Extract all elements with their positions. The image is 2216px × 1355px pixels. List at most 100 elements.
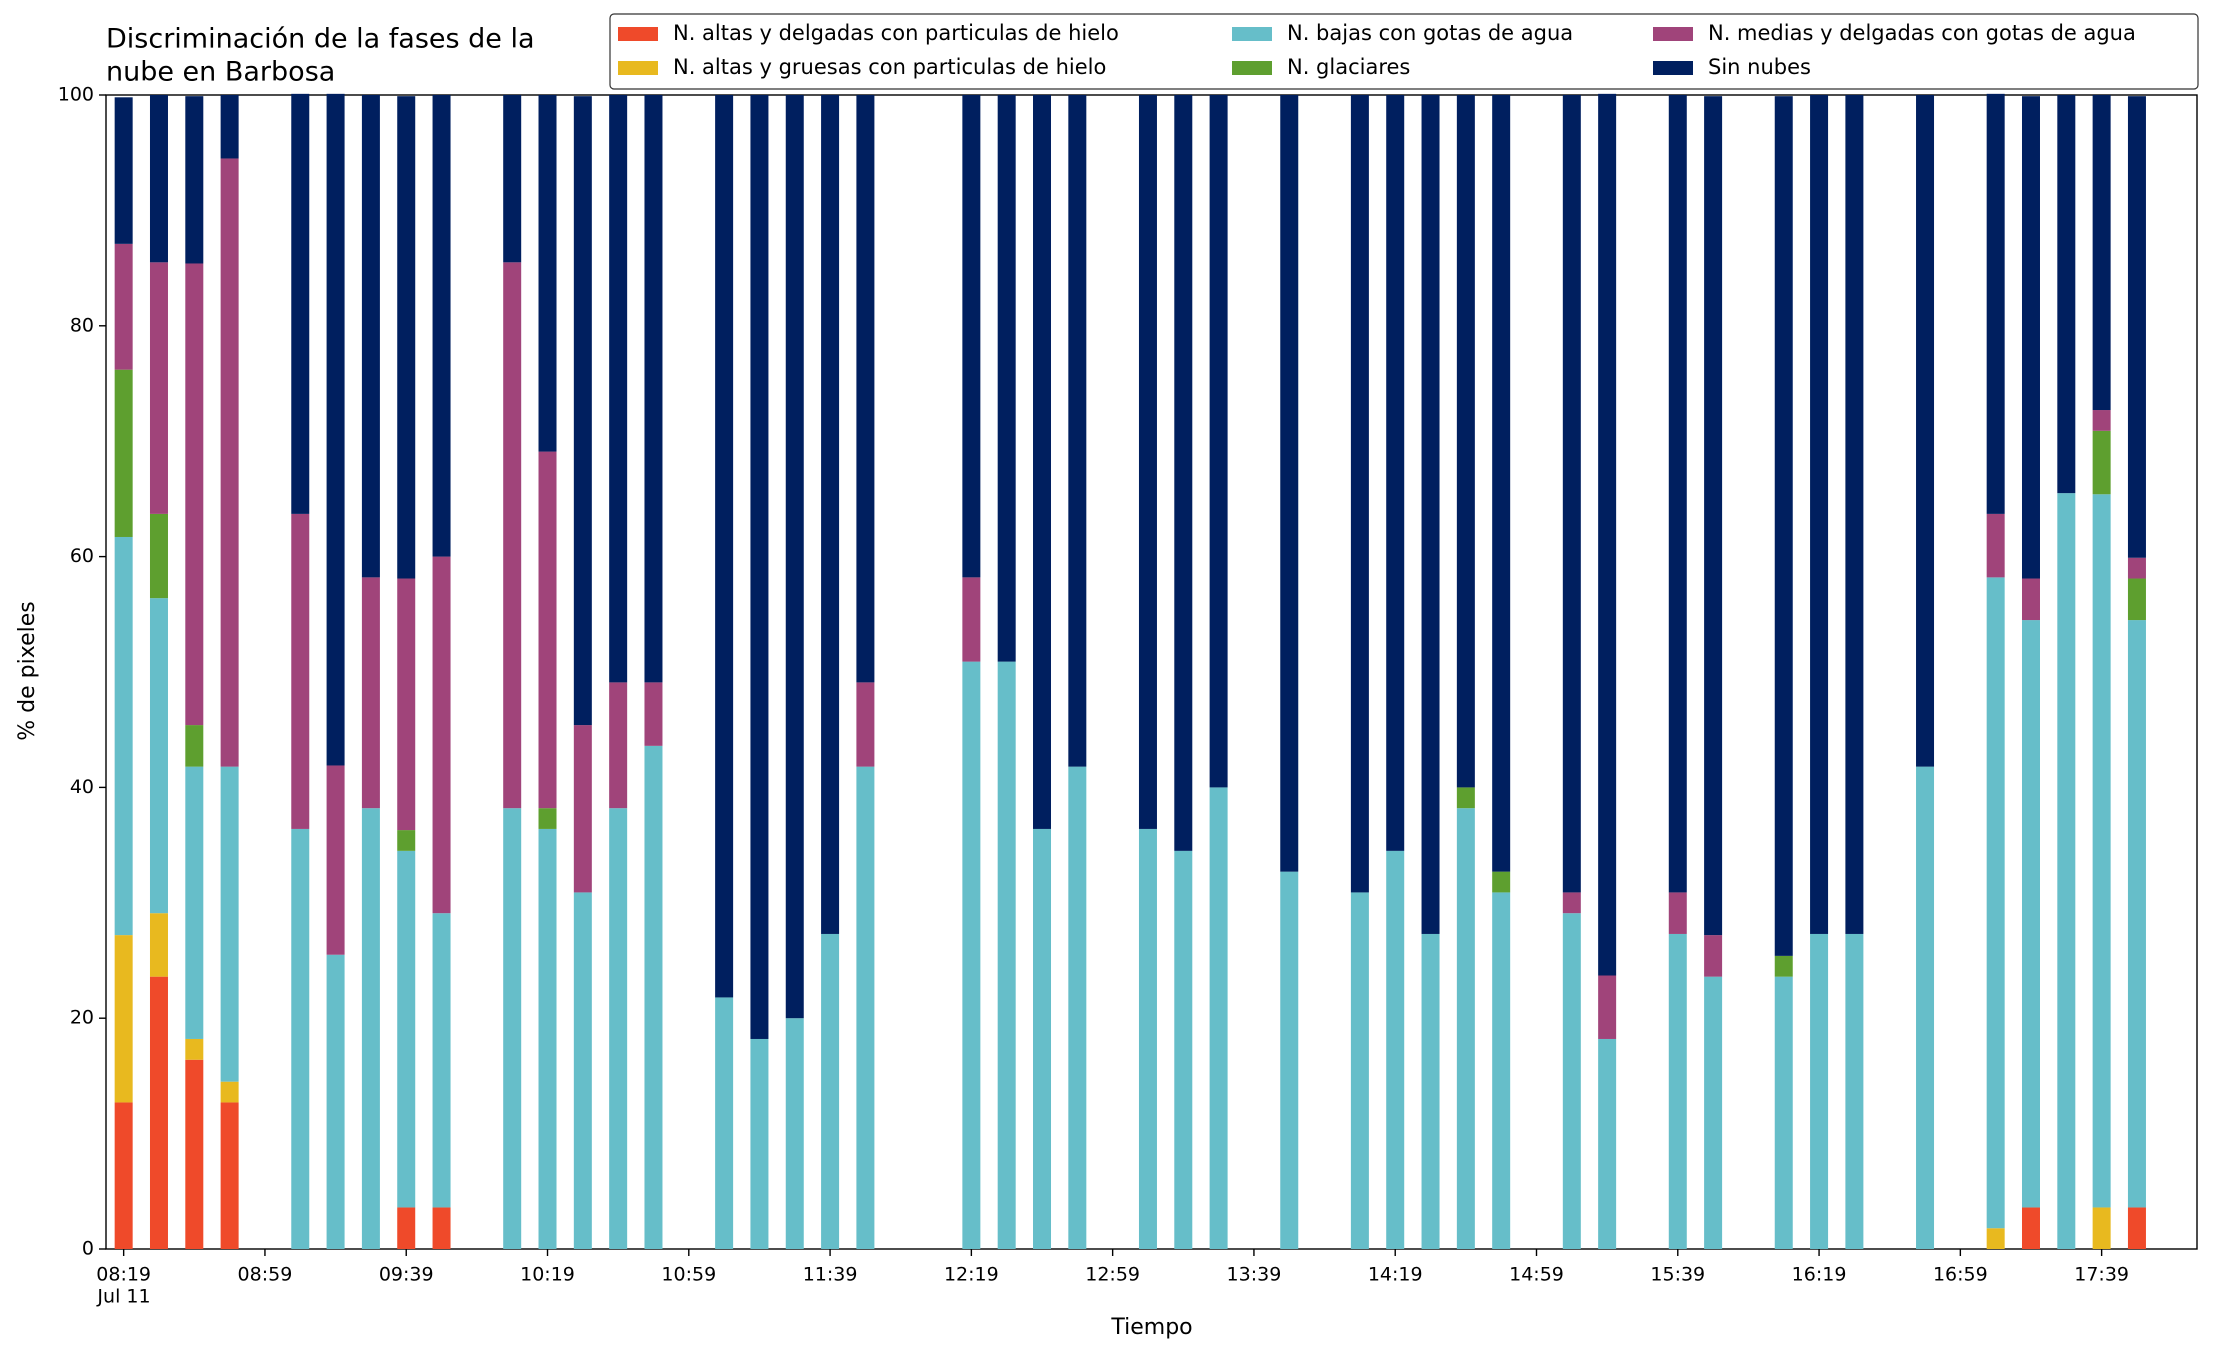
bar-segment	[220, 766, 239, 1082]
legend-swatch	[618, 61, 658, 75]
bar-segment	[1598, 93, 1617, 976]
y-tick-label: 60	[70, 545, 94, 567]
bar-segment	[785, 1018, 804, 1249]
bar-segment	[185, 1038, 204, 1060]
bar-segment	[2021, 96, 2040, 579]
bar-segment	[149, 913, 168, 977]
bar-segment	[1562, 913, 1581, 1249]
bar-segment	[1704, 976, 1723, 1249]
y-tick-label: 80	[70, 314, 94, 336]
bar-segment	[185, 1059, 204, 1249]
bar-segment	[644, 745, 663, 1249]
bar-segment	[1421, 933, 1440, 1249]
bar-segment	[538, 808, 557, 829]
bar-segment	[432, 913, 451, 1208]
bar-segment	[1774, 955, 1793, 977]
bar-segment	[1845, 933, 1864, 1249]
bar-segment	[432, 556, 451, 914]
bar-segment	[1562, 95, 1581, 893]
bar-segment	[538, 451, 557, 809]
legend-swatch	[1653, 61, 1693, 75]
bar-segment	[1986, 1228, 2005, 1249]
bar-segment	[114, 243, 133, 370]
y-axis-label: % de pixeles	[15, 601, 40, 740]
bar-segment	[432, 95, 451, 557]
x-tick-label: 09:39	[379, 1264, 434, 1286]
bar-segment	[503, 808, 522, 1249]
bar-segment	[1456, 808, 1475, 1249]
bar-segment	[1386, 850, 1405, 1249]
bar-segment	[1456, 787, 1475, 809]
bar-segment	[644, 95, 663, 683]
bar-segment	[361, 577, 380, 809]
bar-segment	[856, 682, 875, 767]
bar-segment	[1774, 96, 1793, 956]
bar-segment	[2127, 96, 2146, 558]
legend-swatch	[1232, 27, 1272, 41]
bar-segment	[1916, 766, 1935, 1249]
bar-segment	[962, 577, 981, 662]
bar-segment	[1138, 95, 1157, 829]
x-tick-label: 10:19	[520, 1264, 575, 1286]
bar-segment	[962, 95, 981, 578]
bar-segment	[149, 262, 168, 514]
legend-label: N. glaciares	[1287, 55, 1410, 79]
bar-segment	[397, 1207, 416, 1249]
bar-segment	[1386, 95, 1405, 851]
bar-segment	[291, 828, 310, 1249]
x-tick-label: 14:19	[1368, 1264, 1423, 1286]
bar-segment	[1986, 577, 2005, 1229]
bar-segment	[609, 808, 628, 1249]
bar-segment	[2021, 620, 2040, 1208]
bar-segment	[185, 263, 204, 726]
bar-segment	[2092, 1207, 2111, 1249]
bar-segment	[1704, 935, 1723, 977]
bar-segment	[715, 997, 734, 1249]
bar-segment	[326, 93, 345, 766]
bar-segment	[538, 95, 557, 452]
bar-segment	[1492, 95, 1511, 872]
bar-segment	[114, 536, 133, 936]
x-tick-label: 08:19	[96, 1264, 151, 1286]
x-tick-label: 12:19	[944, 1264, 999, 1286]
x-tick-date: Jul 11	[96, 1286, 150, 1308]
bar-segment	[185, 766, 204, 1039]
bar-segment	[2057, 493, 2076, 1249]
bar-segment	[432, 1207, 451, 1249]
bar-segment	[2057, 95, 2076, 494]
x-tick-label: 13:39	[1227, 1264, 1282, 1286]
legend-swatch	[618, 27, 658, 41]
bar-segment	[573, 96, 592, 726]
bar-segment	[2127, 557, 2146, 579]
bar-segment	[1598, 1038, 1617, 1249]
bar-segment	[1598, 975, 1617, 1039]
bar-segment	[2092, 430, 2111, 495]
bar-segment	[114, 1102, 133, 1249]
bar-segment	[1456, 95, 1475, 788]
bar-segment	[397, 96, 416, 579]
x-tick-label: 11:39	[803, 1264, 858, 1286]
legend-label: N. bajas con gotas de agua	[1287, 21, 1573, 45]
y-tick-label: 40	[70, 776, 94, 798]
bar-segment	[997, 95, 1016, 662]
bar-segment	[149, 95, 168, 263]
legend-frame	[609, 13, 2199, 90]
bar-segment	[503, 95, 522, 263]
bar-segment	[149, 513, 168, 599]
bar-segment	[821, 933, 840, 1249]
bar-segment	[326, 954, 345, 1249]
bar-segment	[821, 95, 840, 934]
bar-segment	[1421, 95, 1440, 934]
bar-segment	[2021, 1207, 2040, 1249]
legend-label: N. medias y delgadas con gotas de agua	[1708, 21, 2136, 45]
chart-title: nube en Barbosa	[106, 57, 335, 88]
y-tick-label: 0	[82, 1238, 94, 1260]
x-tick-label: 16:19	[1792, 1264, 1847, 1286]
bar-segment	[114, 97, 133, 244]
x-tick-label: 15:39	[1650, 1264, 1705, 1286]
bar-segment	[1350, 95, 1369, 893]
bar-segment	[2127, 620, 2146, 1208]
bar-segment	[1916, 95, 1935, 767]
bar-segment	[1033, 95, 1052, 829]
bar-segment	[573, 892, 592, 1249]
